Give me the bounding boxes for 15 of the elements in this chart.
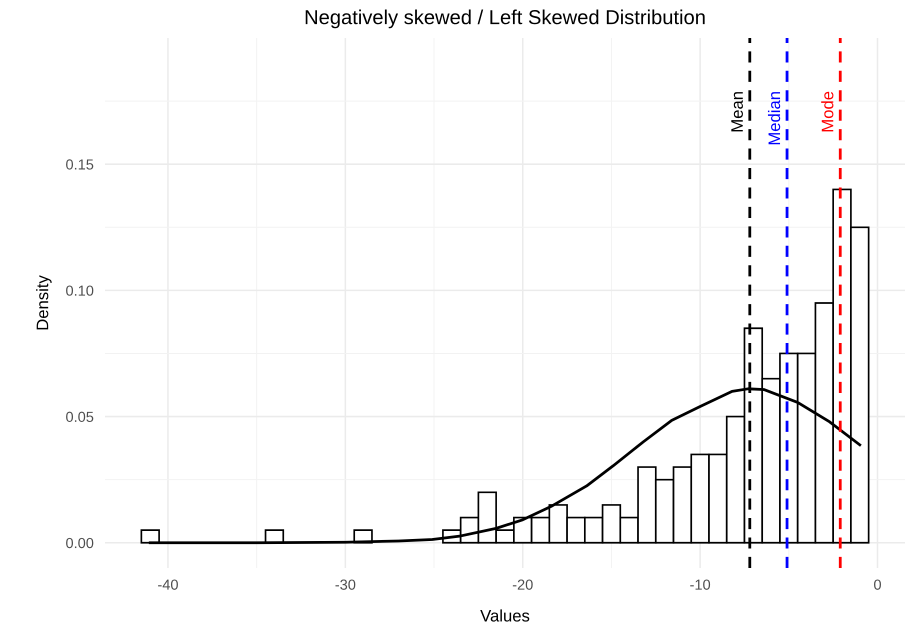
- y-tick-label: 0.15: [66, 159, 94, 170]
- x-tick-label: -10: [690, 579, 710, 590]
- ref-line-label: Mode: [821, 92, 834, 132]
- y-tick-label: 0.05: [66, 412, 94, 422]
- y-axis-title: Density: [36, 275, 52, 330]
- chart-title: Negatively skewed / Left Skewed Distribution: [306, 10, 705, 28]
- y-tick-label: 0.00: [66, 538, 94, 548]
- y-tick-label: 0.10: [66, 285, 94, 296]
- x-axis-title: Values: [480, 609, 530, 622]
- x-tick-label: -30: [335, 579, 356, 590]
- x-tick-label: -40: [158, 579, 178, 590]
- ref-line-label: Mean: [731, 92, 743, 132]
- x-tick-label: 0: [874, 579, 881, 590]
- ref-line-label: Median: [768, 92, 780, 144]
- x-tick-label: -20: [512, 579, 533, 590]
